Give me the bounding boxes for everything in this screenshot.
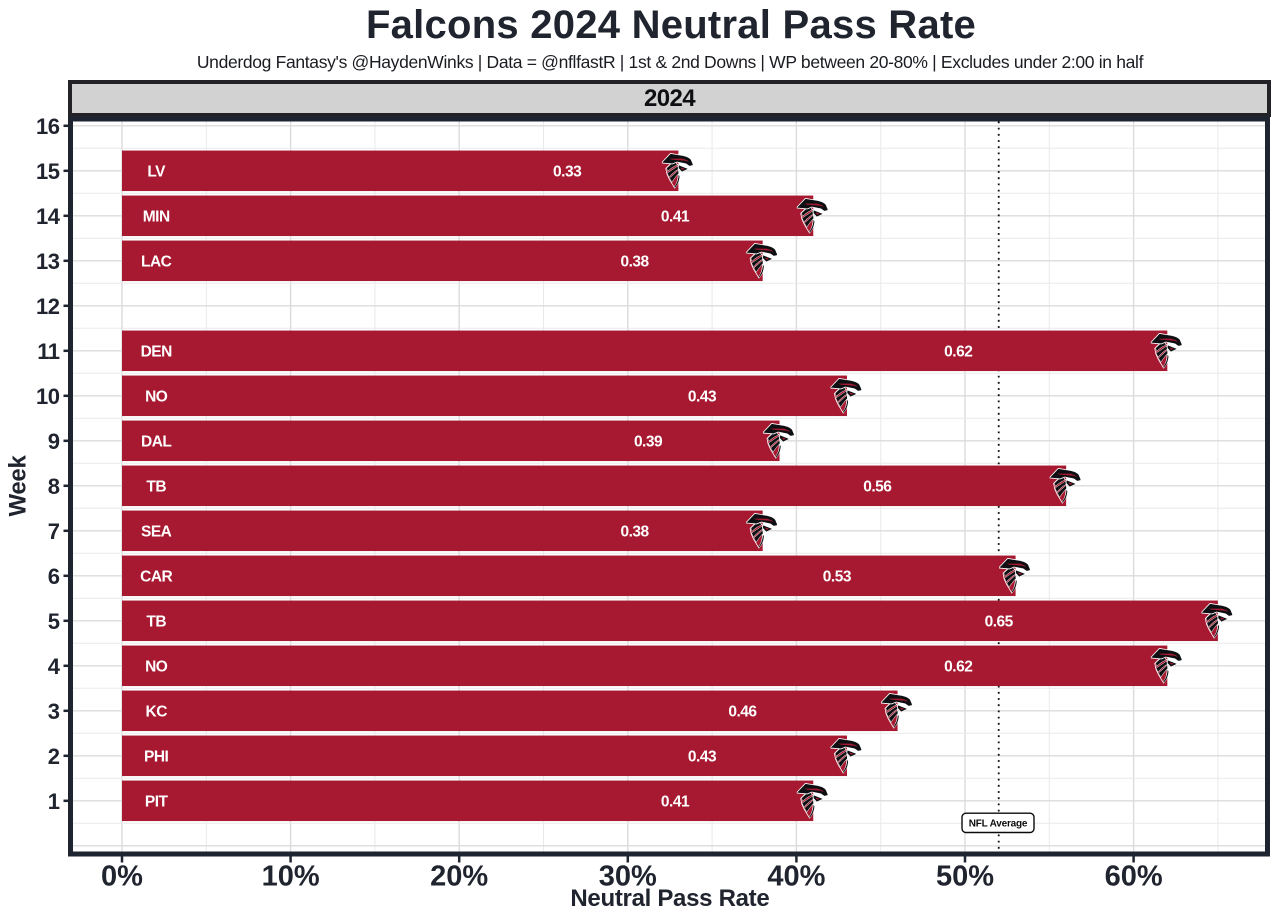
y-tick-label: 12 <box>36 294 60 319</box>
chart-title: Falcons 2024 Neutral Pass Rate <box>365 3 977 47</box>
y-axis-title: Week <box>5 455 32 517</box>
chart-subtitle: Underdog Fantasy's @HaydenWinks | Data =… <box>196 51 1144 72</box>
x-tick-label: 40% <box>767 861 825 893</box>
bar-value-label: 0.41 <box>661 793 690 810</box>
bar <box>122 330 1168 372</box>
bar <box>122 240 763 282</box>
bar-value-label: 0.46 <box>728 703 757 720</box>
bar <box>122 150 679 192</box>
bar-value-label: 0.38 <box>620 523 649 540</box>
bar-value-label: 0.39 <box>634 433 663 450</box>
nfl-average-label: NFL Average <box>961 812 1035 834</box>
x-tick-label: 20% <box>430 861 488 893</box>
bar-opponent-label: NO <box>145 388 168 405</box>
bar-opponent-label: LV <box>147 163 166 180</box>
x-axis-title: Neutral Pass Rate <box>570 885 769 912</box>
bar <box>122 465 1067 507</box>
y-tick-label: 5 <box>48 609 60 634</box>
bar-value-label: 0.33 <box>553 163 582 180</box>
bar <box>122 600 1218 642</box>
x-tick-label: 50% <box>936 861 994 893</box>
bar <box>122 645 1168 687</box>
bar <box>122 195 814 237</box>
bar-value-label: 0.53 <box>823 568 852 585</box>
bar-value-label: 0.43 <box>688 748 717 765</box>
x-tick-label: 0% <box>101 861 143 893</box>
bar <box>122 690 898 732</box>
bar <box>122 555 1016 597</box>
x-tick-label: 10% <box>262 861 320 893</box>
y-tick-label: 4 <box>48 654 61 679</box>
bar-opponent-label: PHI <box>144 748 169 765</box>
panel-border <box>68 116 1270 857</box>
bar-value-label: 0.65 <box>985 613 1014 630</box>
bar-opponent-label: LAC <box>141 253 172 270</box>
bar-opponent-label: MIN <box>143 208 170 225</box>
y-tick-label: 11 <box>37 339 60 364</box>
x-tick-label: 60% <box>1105 861 1163 893</box>
facet-strip: 2024 <box>68 80 1271 117</box>
bar-value-label: 0.62 <box>944 658 972 675</box>
y-tick-label: 10 <box>36 384 60 409</box>
bar <box>122 510 763 552</box>
y-tick-label: 8 <box>48 474 60 499</box>
bar-opponent-label: CAR <box>140 568 172 585</box>
bar-value-label: 0.43 <box>688 388 717 405</box>
bars: LV 0.33 MIN 0.41 LAC 0.38 DEN 0.62 NO 0.43 DAL 0.39… <box>122 150 1234 822</box>
bar-opponent-label: NO <box>145 658 168 675</box>
bar-value-label: 0.38 <box>620 253 649 270</box>
y-tick-label: 16 <box>36 114 60 139</box>
axis-ticks: 0% 10% 20% 30% 40% 50% 60%12345678910111213141… <box>36 114 1163 893</box>
bar-opponent-label: TB <box>146 613 166 630</box>
y-tick-label: 2 <box>48 744 60 769</box>
bar-opponent-label: PIT <box>145 793 169 810</box>
nfl-average-label-box <box>961 812 1035 834</box>
facet-label: 2024 <box>644 85 696 113</box>
bar-opponent-label: KC <box>146 703 168 720</box>
y-tick-label: 7 <box>48 519 60 544</box>
y-tick-label: 14 <box>36 204 61 229</box>
bar-value-label: 0.62 <box>944 343 972 360</box>
x-tick-label: 30% <box>599 861 657 893</box>
y-tick-label: 13 <box>36 249 60 274</box>
y-tick-label: 15 <box>36 159 60 184</box>
y-tick-label: 9 <box>48 429 60 454</box>
nfl-average-label-text: NFL Average <box>969 819 1028 830</box>
y-tick-label: 6 <box>48 564 60 589</box>
bar-value-label: 0.41 <box>661 208 690 225</box>
bar <box>122 735 847 777</box>
bar <box>122 780 814 822</box>
y-tick-label: 1 <box>48 789 60 814</box>
bar <box>122 420 780 462</box>
bar-value-label: 0.56 <box>863 478 892 495</box>
bar-opponent-label: TB <box>146 478 166 495</box>
bar-opponent-label: DEN <box>141 343 173 360</box>
bar <box>122 375 847 417</box>
bar-opponent-label: SEA <box>141 523 172 540</box>
y-tick-label: 3 <box>48 699 60 724</box>
bar-opponent-label: DAL <box>141 433 171 450</box>
